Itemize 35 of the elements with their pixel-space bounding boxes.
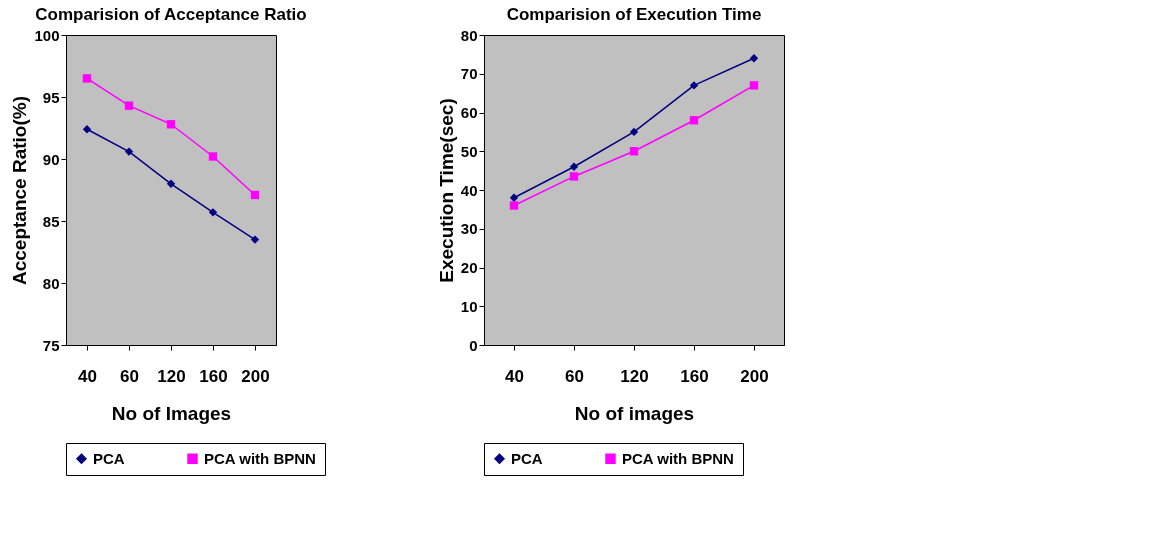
y-tick-label: 40: [460, 181, 478, 199]
y-tick-label: 95: [42, 88, 60, 106]
x-tick-label: 120: [157, 366, 186, 386]
y-tick-label: 20: [460, 259, 478, 276]
y-tick-label: 70: [460, 65, 478, 83]
legend-label: PCA: [511, 449, 543, 467]
y-tick-label: 75: [42, 336, 60, 354]
y-tick-label: 10: [460, 297, 478, 315]
x-tick-label: 40: [505, 366, 524, 386]
x-axis-title: No of images: [574, 402, 695, 424]
chart-title: Comparision of Execution Time: [506, 5, 762, 24]
x-tick-label: 120: [620, 366, 649, 386]
y-axis-title: Execution Time(sec): [435, 98, 457, 283]
y-tick-label: 50: [460, 142, 478, 160]
x-tick-label: 200: [241, 366, 270, 386]
y-tick-label: 80: [460, 26, 478, 44]
legend-label: PCA with BPNN: [204, 449, 316, 467]
y-tick-label: 0: [469, 336, 478, 354]
chart-title: Comparision of Acceptance Ratio: [35, 5, 307, 24]
y-tick-label: 100: [34, 26, 60, 44]
y-tick-label: 30: [460, 220, 478, 238]
y-tick-label: 80: [42, 274, 60, 292]
x-tick-label: 40: [78, 366, 97, 386]
legend-label: PCA: [93, 449, 125, 467]
y-tick-label: 90: [42, 150, 60, 168]
x-axis-title: No of Images: [111, 402, 232, 424]
x-tick-label: 160: [199, 366, 228, 386]
legend-label: PCA with BPNN: [622, 449, 734, 467]
y-axis-title: Acceptance Ratio(%): [9, 96, 31, 285]
x-tick-label: 200: [740, 366, 769, 386]
y-tick-label: 85: [42, 212, 60, 230]
x-tick-label: 60: [120, 366, 139, 386]
y-tick-label: 60: [460, 104, 478, 121]
x-tick-label: 160: [680, 366, 709, 386]
x-tick-label: 60: [565, 366, 584, 386]
